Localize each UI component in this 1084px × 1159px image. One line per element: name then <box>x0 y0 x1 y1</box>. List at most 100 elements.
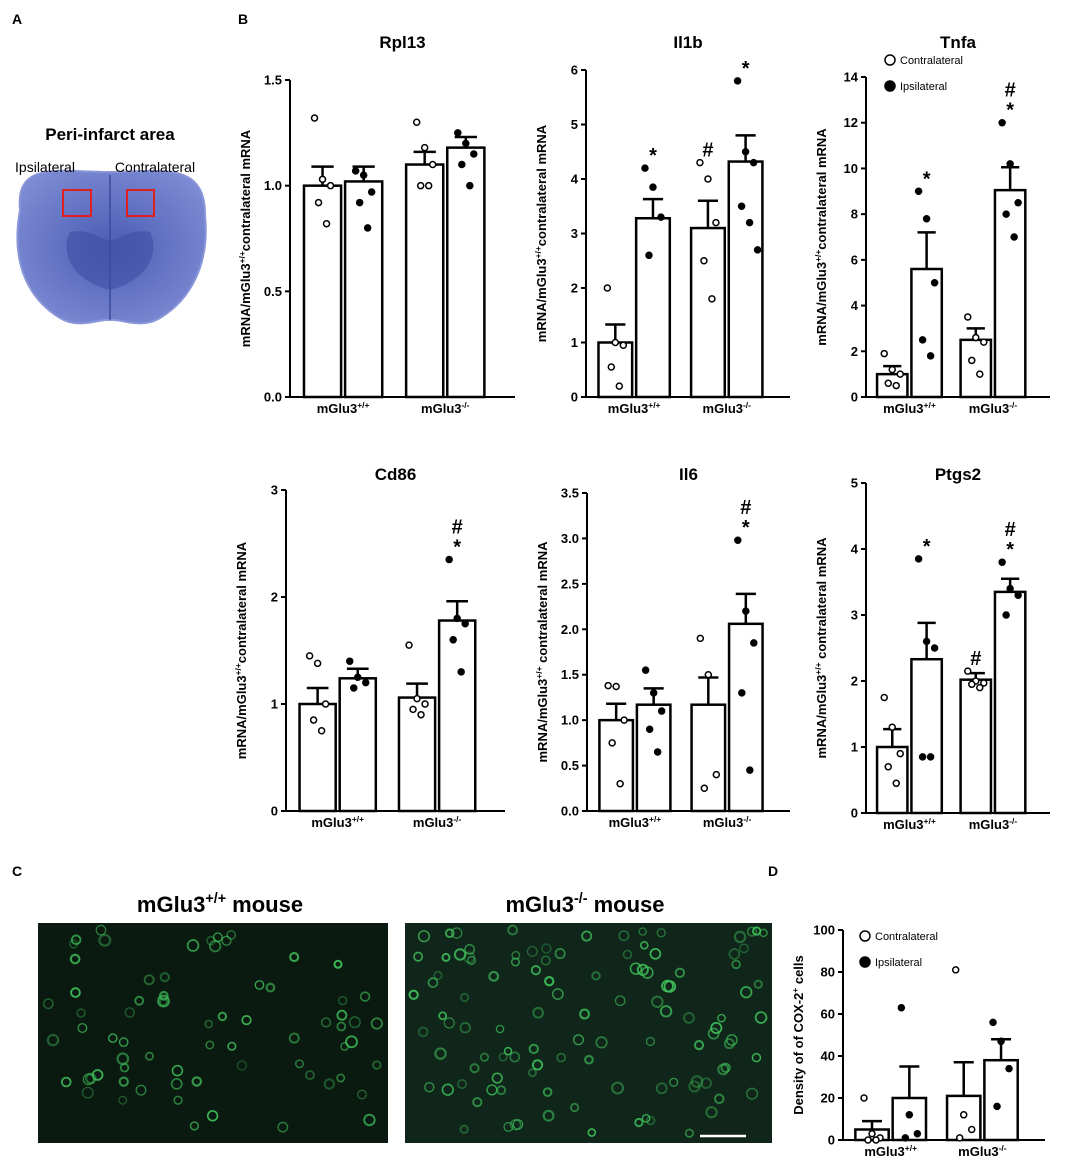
data-point <box>405 641 413 649</box>
cell <box>241 1014 252 1026</box>
x-tick-label-sup: +/+ <box>924 816 936 826</box>
cell <box>42 998 54 1010</box>
x-tick-label-sup: +/+ <box>352 814 364 824</box>
y-tick-label: 0 <box>851 806 858 821</box>
cell <box>717 1013 726 1023</box>
cell <box>507 924 518 936</box>
data-point <box>964 313 972 321</box>
bar <box>993 188 1027 399</box>
error-bar <box>1001 166 1020 191</box>
cell <box>158 997 169 1007</box>
cell <box>540 955 551 966</box>
cell <box>542 1109 555 1122</box>
x-tick-label: mGlu3-/- <box>958 1143 1007 1159</box>
data-point <box>905 1111 914 1119</box>
data-point <box>733 77 742 85</box>
cell <box>733 930 747 944</box>
bar <box>302 184 343 399</box>
cell <box>464 943 476 955</box>
cell <box>370 1017 383 1030</box>
y-tick-label: 1 <box>571 335 578 350</box>
data-point <box>745 218 754 227</box>
y-tick-label: 0.5 <box>561 758 579 773</box>
cell <box>638 927 647 936</box>
data-point <box>993 1102 1001 1111</box>
y-axis-label-text: mRNA/mGlu3 <box>238 263 253 347</box>
significance: # <box>740 497 751 519</box>
cell <box>527 1068 538 1078</box>
bar <box>875 745 909 815</box>
y-axis-label-rest: cells <box>791 955 806 988</box>
data-point <box>424 181 433 190</box>
y-axis-label-rest: contralateral mRNA <box>814 128 829 250</box>
x-tick-label-text: mGlu3 <box>609 815 649 830</box>
region-label: Contralateral <box>115 159 195 175</box>
cell <box>700 1077 712 1089</box>
y-tick-label: 1.0 <box>561 713 579 728</box>
x-tick-label: mGlu3-/- <box>703 814 752 830</box>
data-point <box>1014 198 1022 207</box>
cell <box>618 930 630 942</box>
data-point <box>454 129 462 137</box>
cell <box>434 1047 447 1060</box>
cell <box>95 924 107 936</box>
data-point <box>884 379 892 388</box>
x-tick-label: mGlu3-/- <box>969 816 1018 832</box>
data-point <box>896 370 904 378</box>
data-point <box>964 667 972 675</box>
cell <box>173 1095 183 1105</box>
data-point <box>930 644 939 652</box>
data-point <box>989 1018 997 1027</box>
y-tick-label: 1.0 <box>264 178 282 193</box>
x-tick-label-sup: -/- <box>743 400 751 410</box>
significance: # <box>452 517 463 539</box>
cell <box>81 1086 94 1099</box>
cell-layer <box>42 924 768 1138</box>
bar <box>598 718 635 813</box>
cell <box>531 1059 544 1071</box>
cell <box>433 970 443 981</box>
x-tick-label: mGlu3+/+ <box>883 816 936 832</box>
cell <box>77 1023 88 1033</box>
cell <box>544 975 555 987</box>
cell <box>457 1079 467 1089</box>
data-point <box>346 657 354 665</box>
y-tick-label: 4 <box>851 542 859 557</box>
data-point <box>926 352 935 360</box>
data-point <box>980 338 988 346</box>
y-axis-label: mRNA/mGlu3+/+ contralateral mRNA <box>813 537 829 759</box>
data-point <box>458 160 466 169</box>
data-point <box>409 705 417 714</box>
legend-label: Ipsilateral <box>900 81 947 93</box>
x-tick-label-text: mGlu3 <box>311 815 351 830</box>
chart-title: Rpl13 <box>379 33 425 52</box>
data-point <box>615 382 624 390</box>
data-point <box>968 680 976 689</box>
cell <box>108 1033 118 1043</box>
cell <box>469 1063 480 1074</box>
cell <box>526 945 538 958</box>
image-title-rest: mouse <box>587 892 664 917</box>
y-tick-label: 2.5 <box>561 576 579 591</box>
data-point <box>922 637 931 646</box>
cell <box>459 1124 469 1135</box>
x-tick-label-sup: -/- <box>462 400 470 410</box>
x-tick-label-sup: +/+ <box>924 400 936 410</box>
data-point <box>645 725 654 733</box>
cell <box>460 992 470 1002</box>
cell <box>441 1083 454 1096</box>
y-tick-label: 2 <box>851 674 858 689</box>
cell <box>479 1052 489 1062</box>
data-point <box>976 683 984 692</box>
legend-marker <box>884 54 896 66</box>
x-tick-label: mGlu3+/+ <box>317 400 370 416</box>
y-tick-label: 12 <box>844 115 858 130</box>
cell <box>171 1064 184 1077</box>
cell <box>363 1113 376 1127</box>
data-point <box>868 1129 876 1138</box>
y-axis-label-rest: contralateral mRNA <box>535 541 550 667</box>
error-bar <box>306 686 329 704</box>
x-tick-label-sup: -/- <box>1009 816 1017 826</box>
data-point <box>888 365 896 374</box>
data-point <box>972 333 980 342</box>
